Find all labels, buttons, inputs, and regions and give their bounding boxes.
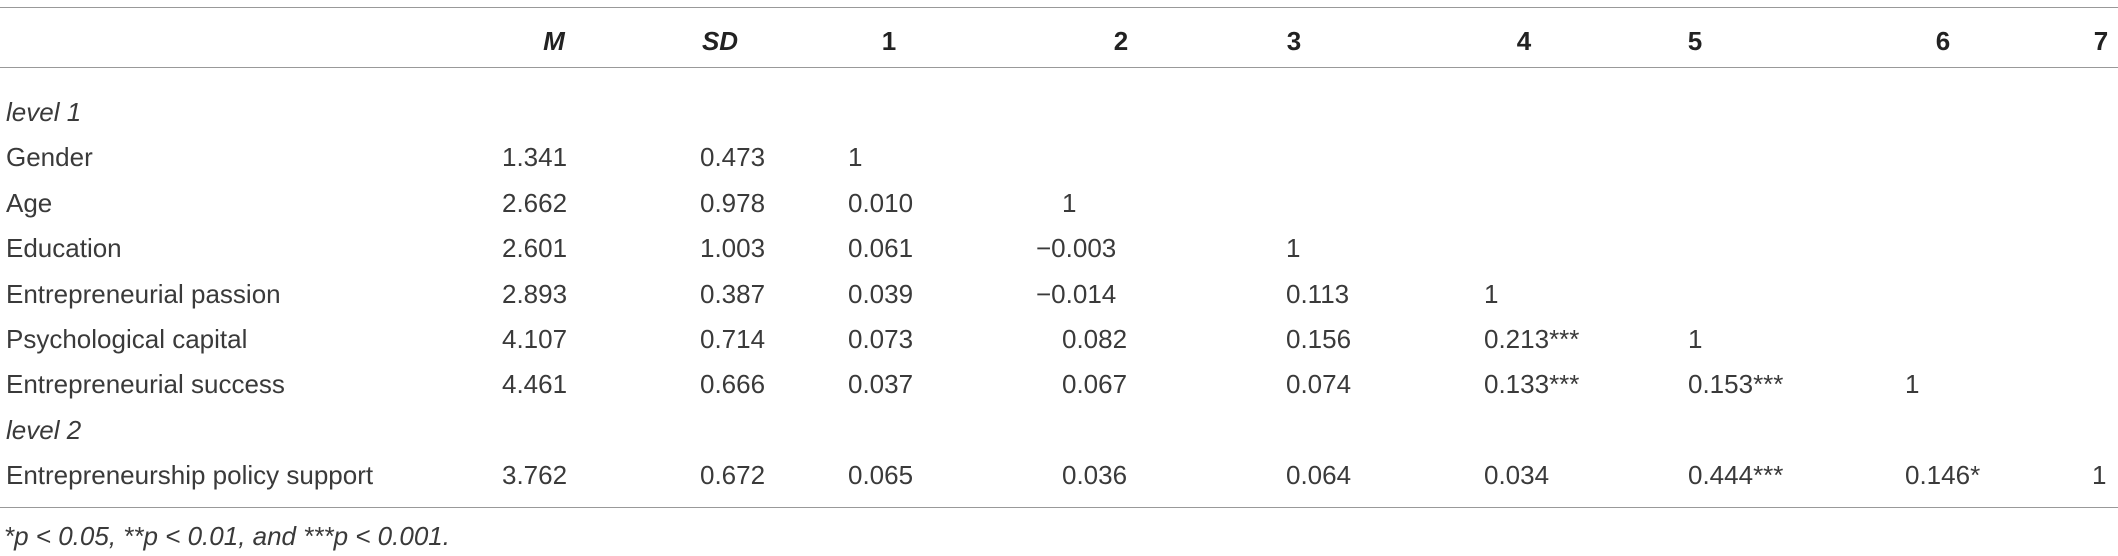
- table-cell: −0.003: [1036, 233, 1117, 264]
- column-header: 1: [881, 26, 897, 56]
- table-cell: 0.156: [1286, 324, 1352, 354]
- table-cell: 1: [1286, 233, 1301, 264]
- table-cell: 1.003: [700, 233, 766, 264]
- table-cell: 0.672: [700, 460, 766, 491]
- table-cell: 0.034: [1484, 460, 1550, 491]
- table-cell: 0.061: [848, 233, 914, 264]
- bottom-rule: [0, 507, 2118, 508]
- table-cell: 1: [1688, 324, 1703, 354]
- table-cell: 0.037: [848, 369, 914, 400]
- top-rule: [0, 7, 2118, 8]
- table-cell: 2.601: [502, 233, 568, 264]
- table-cell: 0.153***: [1688, 369, 1784, 400]
- table-cell: 2.662: [502, 187, 568, 218]
- row-label: Entrepreneurial success: [6, 369, 285, 400]
- table-cell: 0.473: [700, 142, 766, 173]
- table-cell: 2.893: [502, 278, 568, 309]
- table-cell: 1: [1905, 369, 1920, 400]
- row-label: Entrepreneurial passion: [6, 278, 281, 309]
- table-cell: 1.341: [502, 142, 568, 173]
- table-cell: 0.010: [848, 187, 914, 218]
- column-header: 5: [1687, 26, 1703, 56]
- table-cell: 0.666: [700, 369, 766, 400]
- row-label: Psychological capital: [6, 324, 248, 354]
- column-header: 3: [1286, 26, 1302, 56]
- table-cell: 0.065: [848, 460, 914, 491]
- table-cell: 0.064: [1286, 460, 1352, 491]
- table-cell: 0.036: [1062, 460, 1128, 491]
- table-cell: 0.067: [1062, 369, 1128, 400]
- table-cell: 1: [1062, 187, 1077, 218]
- table-cell: 0.146*: [1905, 460, 1981, 491]
- column-header: 4: [1516, 26, 1532, 56]
- table-cell: 0.714: [700, 324, 766, 354]
- table-cell: 0.444***: [1688, 460, 1784, 491]
- column-header: 7: [2093, 26, 2109, 56]
- row-label: Age: [6, 187, 53, 218]
- table-cell: −0.014: [1036, 278, 1117, 309]
- table-cell: 0.082: [1062, 324, 1128, 354]
- table-cell: 1: [2092, 460, 2107, 491]
- table-cell: 0.039: [848, 278, 914, 309]
- table-cell: 0.213***: [1484, 324, 1580, 354]
- section-label: level 1: [6, 97, 82, 127]
- column-header: SD: [701, 26, 739, 56]
- table-cell: 4.461: [502, 369, 568, 400]
- table-cell: 3.762: [502, 460, 568, 491]
- row-label: Gender: [6, 142, 93, 173]
- column-header: 2: [1113, 26, 1129, 56]
- table-cell: 0.387: [700, 278, 766, 309]
- table-cell: 0.074: [1286, 369, 1352, 400]
- header-rule: [0, 67, 2118, 68]
- column-header: M: [543, 26, 565, 56]
- table-cell: 4.107: [502, 324, 568, 354]
- table-cell: 0.133***: [1484, 369, 1580, 400]
- row-label: Education: [6, 233, 122, 264]
- table-cell: 1: [848, 142, 863, 173]
- table-cell: 0.978: [700, 187, 766, 218]
- table-cell: 1: [1484, 278, 1499, 309]
- row-label: Entrepreneurship policy support: [6, 460, 374, 491]
- table-cell: 0.073: [848, 324, 914, 354]
- column-header: 6: [1935, 26, 1951, 56]
- footnote: *p < 0.05, **p < 0.01, and ***p < 0.001.: [4, 521, 450, 551]
- table-cell: 0.113: [1286, 278, 1350, 309]
- section-label: level 2: [6, 414, 82, 445]
